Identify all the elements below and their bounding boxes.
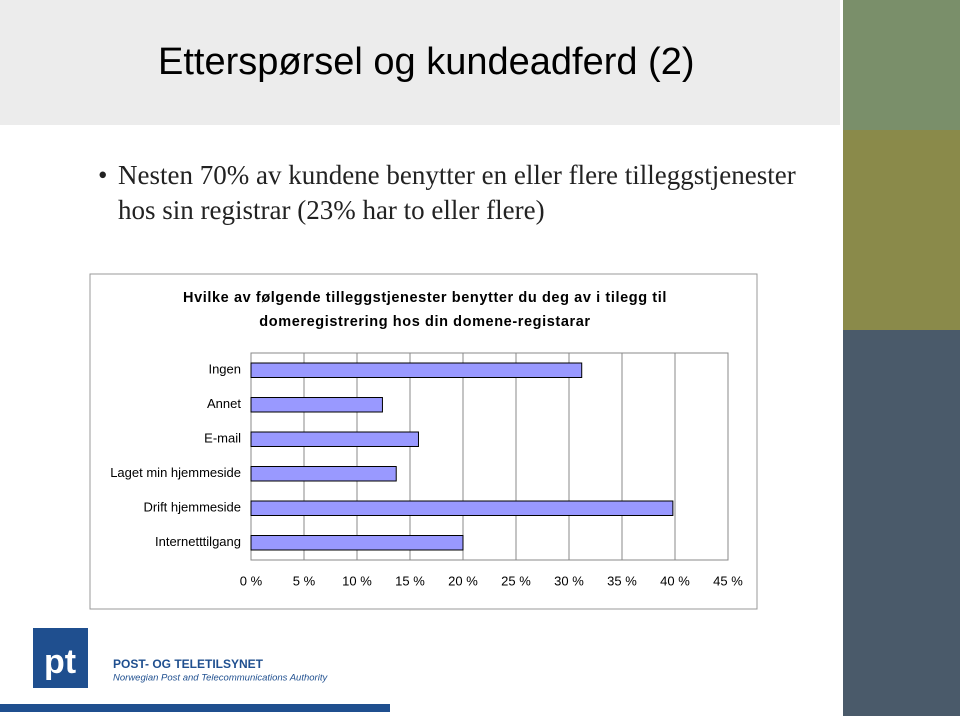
y-tick-label: Laget min hjemmeside bbox=[110, 465, 241, 480]
x-tick-label: 10 % bbox=[342, 573, 372, 588]
photo bbox=[843, 130, 960, 330]
x-tick-label: 45 % bbox=[713, 573, 743, 588]
photo bbox=[843, 330, 960, 716]
y-tick-label: E-mail bbox=[204, 431, 241, 446]
x-tick-label: 35 % bbox=[607, 573, 637, 588]
plot-area bbox=[250, 352, 729, 561]
bar bbox=[250, 431, 419, 447]
bar bbox=[250, 466, 397, 482]
x-tick-label: 40 % bbox=[660, 573, 690, 588]
bar bbox=[250, 397, 383, 413]
y-tick-label: Drift hjemmeside bbox=[143, 500, 241, 515]
bar bbox=[250, 362, 583, 378]
x-tick-label: 15 % bbox=[395, 573, 425, 588]
bar bbox=[250, 535, 464, 551]
chart-title: Hvilke av følgende tilleggstjenester ben… bbox=[183, 290, 667, 330]
slide-title: Etterspørsel og kundeadferd (2) bbox=[0, 0, 840, 125]
x-tick-label: 5 % bbox=[293, 573, 316, 588]
x-tick-label: 30 % bbox=[554, 573, 584, 588]
logo-mark-box bbox=[33, 628, 88, 688]
bullet-text: Nesten 70% av kundene benytter en eller … bbox=[98, 158, 838, 228]
photo bbox=[843, 0, 960, 130]
y-tick-label: Annet bbox=[207, 396, 241, 411]
y-tick-label: Internetttilgang bbox=[155, 534, 241, 549]
y-tick-label: Ingen bbox=[208, 362, 241, 377]
x-tick-label: 25 % bbox=[501, 573, 531, 588]
logo-mark: pt bbox=[44, 643, 76, 681]
bar bbox=[250, 500, 674, 516]
x-tick-label: 20 % bbox=[448, 573, 478, 588]
x-tick-label: 0 % bbox=[240, 573, 263, 588]
logo-subtitle: Norwegian Post and Telecommunications Au… bbox=[113, 673, 328, 684]
logo-name: POST- OG TELETILSYNET bbox=[113, 657, 264, 671]
footer-bar bbox=[0, 704, 390, 712]
